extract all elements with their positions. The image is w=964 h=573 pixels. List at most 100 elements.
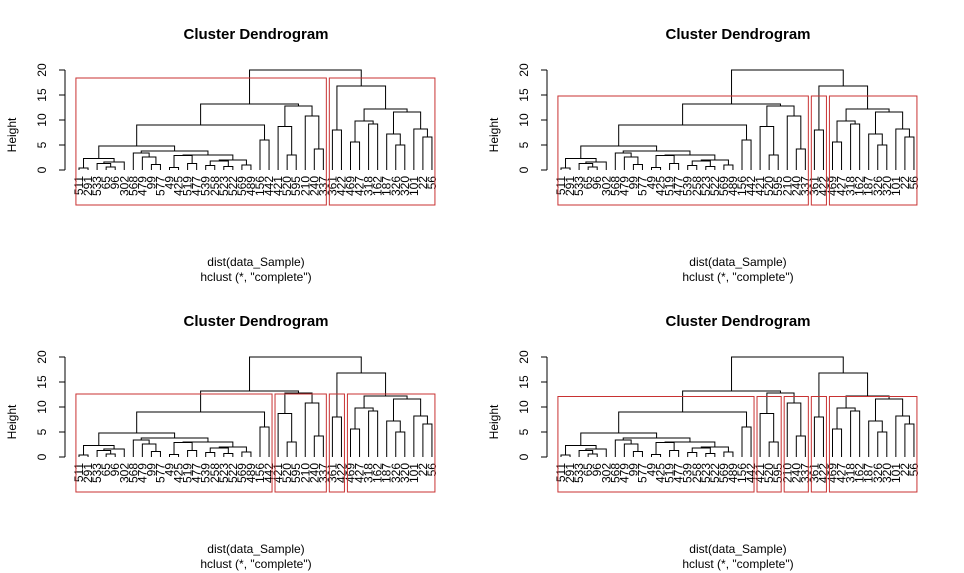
leaf-label: 533	[572, 176, 586, 196]
leaf-label: 539	[681, 463, 695, 483]
y-tick-label: 5	[35, 141, 49, 148]
cluster-box	[557, 396, 755, 493]
dendrogram-branch	[832, 141, 843, 170]
leaf-label: 427	[835, 176, 849, 196]
dendrogram-branch	[331, 129, 342, 170]
leaf-label: 523	[217, 463, 231, 483]
dendrogram-branch	[655, 442, 675, 455]
cluster-box	[810, 396, 827, 493]
leaf-label: 56	[907, 463, 921, 477]
leaf-label: 56	[425, 463, 439, 477]
leaf-label: 569	[717, 463, 731, 483]
dendrogram-branch	[868, 133, 883, 170]
x-axis-label: dist(data_Sample)	[689, 542, 786, 556]
leaf-label: 577	[153, 176, 167, 196]
dendrogram-branch	[336, 85, 387, 130]
leaf-label: 595	[289, 176, 303, 196]
leaf-label: 479	[617, 463, 631, 483]
y-tick-label: 0	[35, 453, 49, 460]
dendrogram-branch	[141, 443, 157, 457]
chart-title: Cluster Dendrogram	[183, 313, 328, 330]
leaf-label: 489	[244, 176, 258, 196]
y-tick-label: 15	[35, 88, 49, 102]
y-tick-label: 10	[517, 113, 531, 127]
dendrogram-branch	[895, 128, 910, 170]
dendrogram-branch	[241, 451, 252, 457]
leaf-label: 65	[581, 463, 595, 477]
cluster-box	[783, 396, 809, 493]
leaf-label: 187	[862, 463, 876, 483]
leaf-label: 49	[645, 463, 659, 477]
leaf-label: 442	[262, 176, 276, 196]
leaf-label: 258	[208, 463, 222, 483]
y-tick-label: 10	[35, 113, 49, 127]
dendrogram-branch	[368, 123, 379, 170]
leaf-label: 49	[163, 176, 177, 190]
leaf-label: 568	[126, 176, 140, 196]
leaf-label: 477	[672, 463, 686, 483]
dendrogram-branch	[422, 423, 433, 457]
dendrogram-branch	[136, 411, 266, 433]
y-tick-label: 20	[35, 63, 49, 77]
dendrogram-branch	[277, 413, 293, 457]
leaf-label: 568	[608, 463, 622, 483]
leaf-label: 442	[744, 176, 758, 196]
dendrogram-branch	[669, 450, 680, 457]
dendrogram-branch	[386, 420, 401, 457]
dendrogram-branch	[850, 123, 861, 170]
leaf-label: 519	[663, 176, 677, 196]
leaf-label: 422	[816, 176, 830, 196]
leaf-label: 595	[771, 463, 785, 483]
leaf-label: 96	[590, 463, 604, 477]
dendrogram-branch	[786, 402, 802, 457]
dendrogram-branch	[277, 126, 293, 170]
dendrogram-branch	[223, 166, 234, 170]
dendrogram-branch	[313, 148, 324, 170]
y-tick-label: 20	[517, 350, 531, 364]
dendrogram-branch	[651, 167, 662, 170]
dendrogram-branch	[651, 454, 662, 457]
dendrogram-branch	[363, 395, 408, 408]
dendrogram-branch	[587, 166, 598, 170]
dendrogram-branch	[392, 111, 422, 134]
leaf-label: 22	[898, 463, 912, 477]
dendrogram-branch	[795, 435, 806, 457]
leaf-label: 479	[135, 176, 149, 196]
leaf-label: 187	[862, 176, 876, 196]
leaf-label: 522	[226, 176, 240, 196]
leaf-label: 302	[599, 463, 613, 483]
subtitle: hclust (*, "complete")	[682, 557, 793, 571]
dendrogram-branch	[205, 165, 216, 170]
leaf-label: 425	[654, 463, 668, 483]
dendrogram-branch	[768, 441, 779, 457]
dendrogram-branch	[741, 426, 752, 457]
dendrogram-branch	[560, 454, 571, 457]
leaf-label: 162	[371, 463, 385, 483]
dendrogram-branch	[98, 145, 176, 159]
dendrogram-branch	[904, 423, 915, 457]
leaf-label: 533	[90, 176, 104, 196]
leaf-label: 425	[172, 176, 186, 196]
y-tick-label: 20	[517, 63, 531, 77]
cluster-box	[828, 95, 918, 206]
dendrogram-branch	[682, 103, 781, 125]
panel: Cluster Dendrogram dist(data_Sample)hclus…	[487, 313, 921, 571]
dendrogram-branch	[723, 451, 734, 457]
leaf-label: 240	[789, 463, 803, 483]
leaf-label: 442	[744, 463, 758, 483]
cluster-box	[557, 95, 809, 206]
dendrogram-branch	[392, 398, 422, 421]
dendrogram-branch	[363, 108, 408, 121]
y-tick-label: 15	[517, 88, 531, 102]
dendrogram-branch	[368, 410, 379, 457]
dendrogram-branch	[632, 451, 643, 457]
dendrogram-branch	[618, 124, 748, 146]
dendrogram-branch	[580, 432, 658, 446]
leaf-label: 533	[572, 463, 586, 483]
dendrogram-branch	[786, 115, 802, 170]
dendrogram-branch	[140, 437, 209, 442]
y-tick-label: 10	[35, 400, 49, 414]
dendrogram-branch	[150, 164, 161, 170]
x-axis-label: dist(data_Sample)	[207, 542, 304, 556]
leaf-label: 22	[898, 176, 912, 190]
